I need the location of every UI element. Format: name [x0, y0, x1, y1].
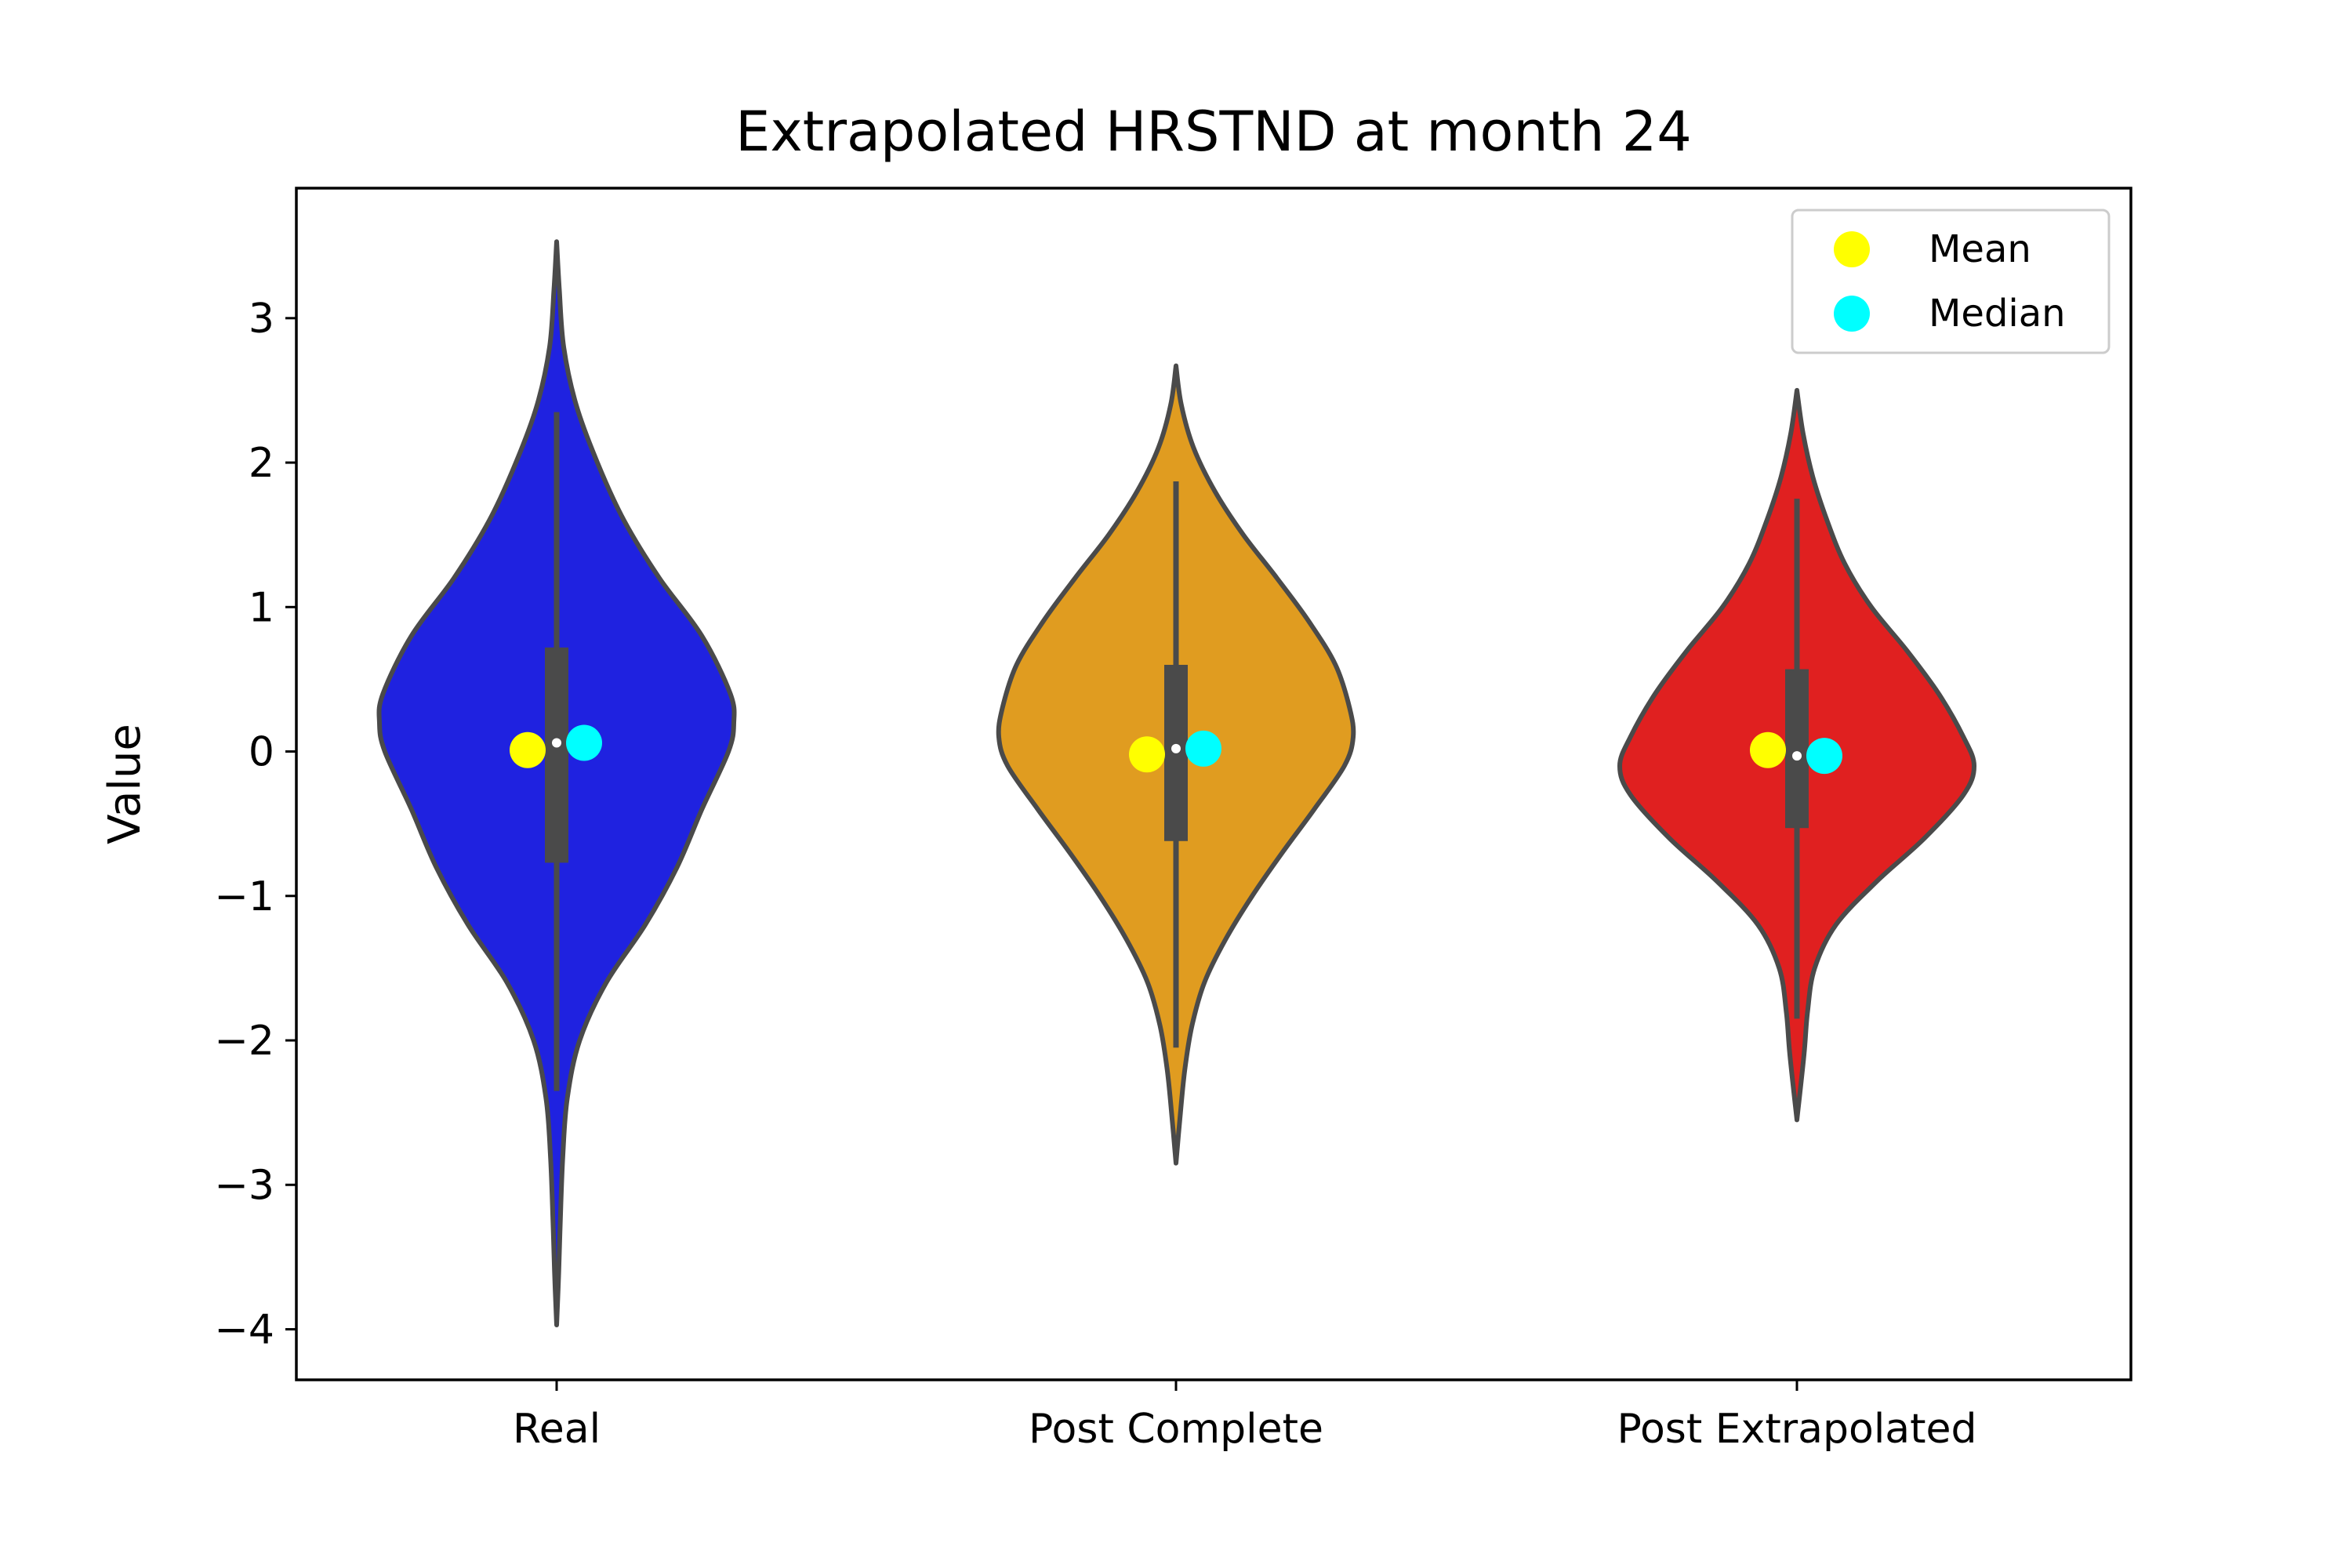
y-tick: −1 [214, 873, 296, 920]
inner-median-point [1792, 751, 1802, 761]
x-tick: Real [513, 1380, 601, 1453]
chart-title: Extrapolated HRSTND at month 24 [735, 100, 1692, 164]
y-tick: −2 [214, 1018, 296, 1065]
legend: Mean Median [1791, 209, 2111, 354]
y-tick: −3 [214, 1162, 296, 1209]
legend-label-median: Median [1929, 292, 2066, 336]
legend-marker-mean [1834, 231, 1870, 267]
violin-post-complete [996, 363, 1356, 1166]
legend-item-median: Median [1834, 292, 2066, 336]
inner-median-point [1171, 743, 1181, 753]
x-tick-label: Post Complete [1029, 1406, 1323, 1453]
mean-point [1750, 731, 1786, 768]
y-tick-label: 0 [249, 729, 274, 776]
x-tick: Post Complete [1029, 1380, 1323, 1453]
y-tick: 2 [249, 440, 296, 487]
legend-label-mean: Mean [1929, 227, 2031, 271]
y-tick: 3 [249, 296, 296, 343]
x-tick-label: Real [513, 1406, 601, 1453]
violin-post-extrapolated [1617, 387, 1976, 1123]
x-tick-label: Post Extrapolated [1617, 1406, 1976, 1453]
y-tick-label: −3 [214, 1162, 274, 1209]
mean-point [510, 731, 546, 768]
legend-item-mean: Mean [1834, 227, 2031, 271]
y-tick-label: −4 [214, 1307, 274, 1354]
y-tick-label: −2 [214, 1018, 274, 1065]
legend-marker-median [1834, 296, 1870, 332]
iqr-box [545, 647, 568, 863]
median-point [1185, 730, 1221, 767]
median-point [566, 724, 602, 761]
y-tick-label: 3 [249, 296, 274, 343]
y-axis-label-group: Value [100, 724, 151, 844]
y-tick: 1 [249, 584, 296, 631]
x-tick: Post Extrapolated [1617, 1380, 1977, 1453]
y-tick: 0 [249, 729, 296, 776]
violins-layer [376, 239, 1976, 1327]
plot-frame [295, 187, 2132, 1381]
inner-median-point [552, 738, 561, 748]
violin-real [376, 239, 737, 1327]
median-point [1806, 738, 1842, 775]
y-tick-label: 2 [249, 440, 274, 487]
chart-title-group: Extrapolated HRSTND at month 24 [735, 100, 1692, 164]
y-axis-label: Value [100, 724, 151, 844]
y-tick-label: 1 [249, 584, 274, 631]
legend-frame [1791, 209, 2111, 354]
mean-point [1129, 736, 1165, 773]
y-tick: −4 [214, 1307, 296, 1354]
axes-layer: 3 2 1 0 −1 −2 −3 −4 Real Post Complete Post Extrap… [214, 187, 2132, 1453]
y-tick-label: −1 [214, 873, 274, 920]
iqr-box [1785, 669, 1809, 829]
